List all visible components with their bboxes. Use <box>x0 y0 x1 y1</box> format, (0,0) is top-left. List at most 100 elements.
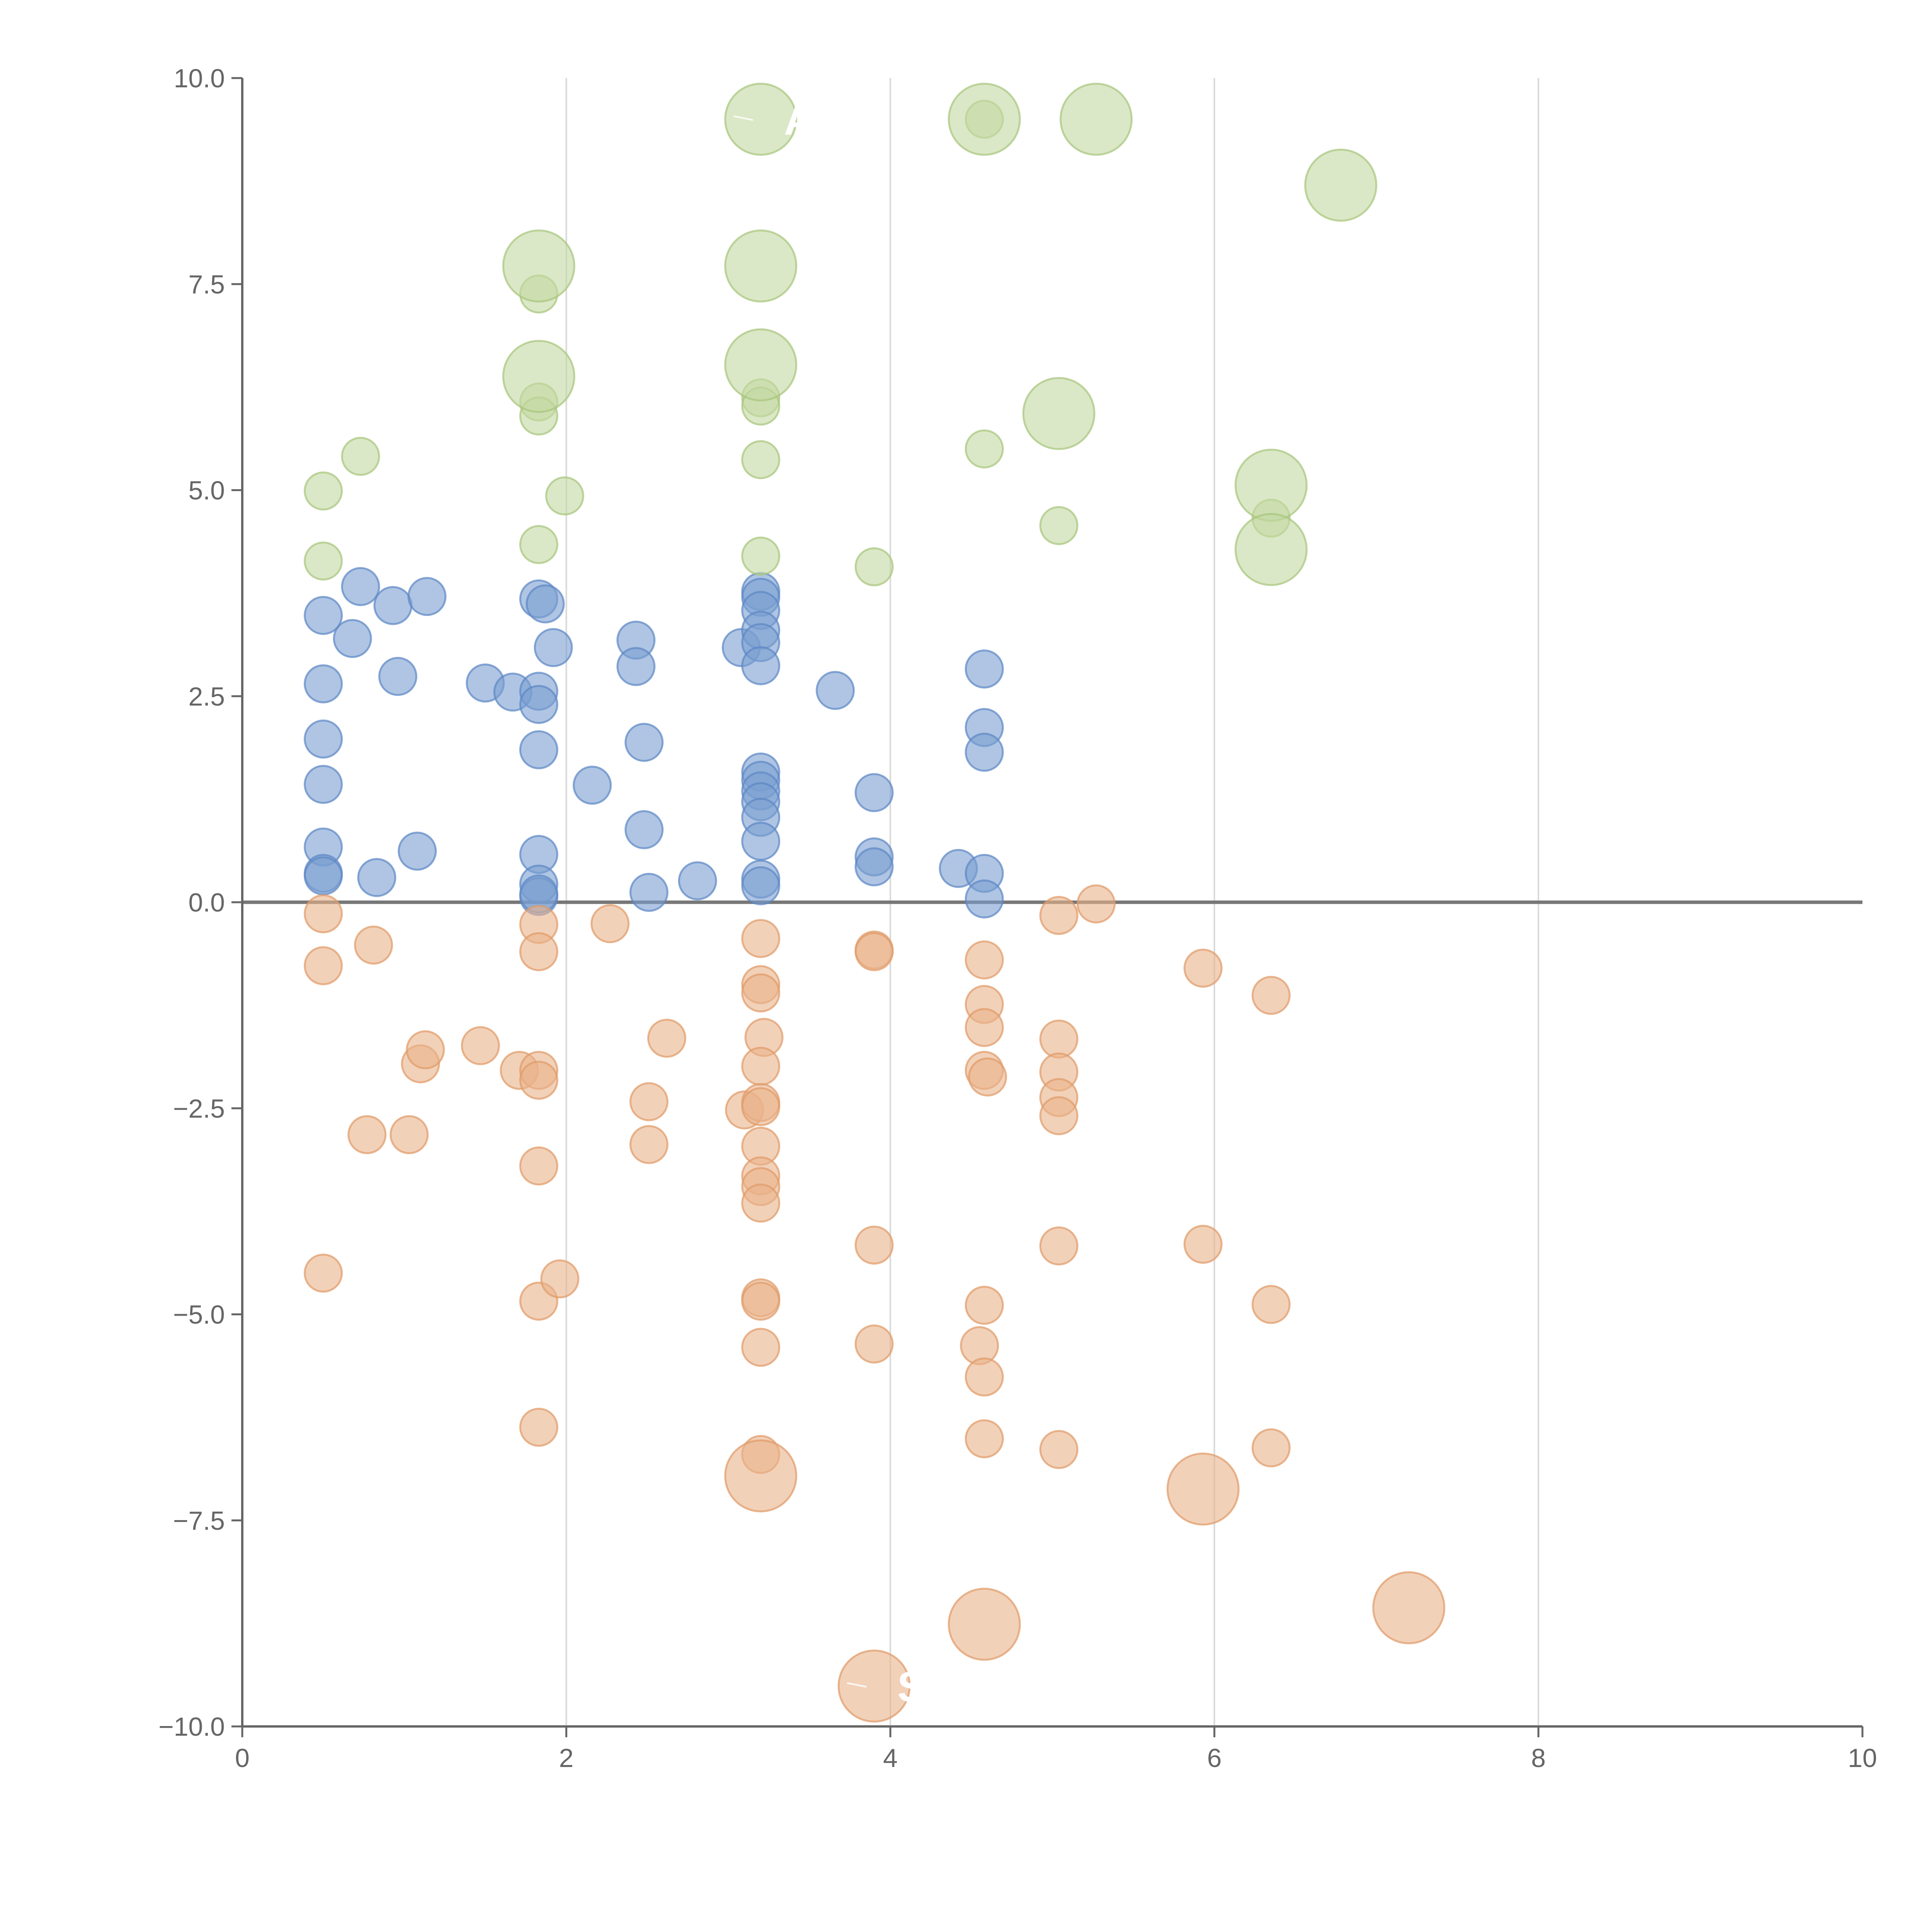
series-small-positive <box>304 567 1004 918</box>
bubble-point <box>304 664 343 704</box>
y-tick-label: 10.0 <box>174 64 225 93</box>
bubble-point <box>1039 506 1078 545</box>
x-tick-label: 8 <box>1531 1743 1546 1773</box>
bubble-point <box>624 810 664 849</box>
bubble-point <box>964 940 1004 980</box>
bubble-point <box>1039 1096 1078 1135</box>
bubble-point <box>854 1324 894 1364</box>
bubble-point <box>1077 884 1116 923</box>
bubble-point <box>502 229 575 303</box>
bubble-point <box>378 657 418 696</box>
bubble-point <box>854 1225 894 1265</box>
bubble-point <box>389 1115 429 1155</box>
bubble-point <box>964 733 1004 772</box>
bubble-point <box>398 832 437 871</box>
bubble-point <box>304 471 343 511</box>
bubble-point <box>724 1439 798 1513</box>
bubble-point <box>304 596 343 635</box>
annotation-label: A <box>784 97 815 144</box>
bubble-point <box>741 973 781 1013</box>
bubble-point <box>373 586 413 625</box>
bubble-point <box>304 541 343 581</box>
bubble-point <box>724 229 798 303</box>
bubble-point <box>519 525 558 564</box>
bubble-point <box>1304 148 1378 222</box>
bubble-point <box>1039 1019 1078 1059</box>
bubble-point <box>629 1082 668 1121</box>
bubble-point <box>540 1259 580 1299</box>
bubble-point <box>741 1087 781 1126</box>
y-tick-label: −2.5 <box>173 1094 225 1123</box>
bubble-point <box>624 723 664 762</box>
y-tick-label: −10.0 <box>158 1712 225 1742</box>
bubble-point <box>519 1061 558 1100</box>
bubble-point <box>964 649 1004 689</box>
bubble-point <box>573 765 612 805</box>
bubble-point <box>1166 1452 1240 1526</box>
series-large-bottom <box>724 1439 1446 1723</box>
bubble-point <box>1252 1285 1291 1324</box>
x-tick-label: 0 <box>235 1743 250 1773</box>
bubble-point <box>519 685 558 724</box>
bubble-point <box>1039 1430 1078 1469</box>
bubble-point <box>616 647 656 686</box>
bubble-point <box>304 894 343 934</box>
bubble-point <box>304 765 343 804</box>
bubble-point <box>519 932 558 971</box>
bubble-point <box>964 1419 1004 1459</box>
bubble-point <box>741 646 781 685</box>
y-tick-label: 7.5 <box>188 270 225 299</box>
bubble-point <box>341 567 380 606</box>
bubble-point <box>816 671 855 710</box>
bubble-point <box>678 861 717 901</box>
bubble-point <box>333 619 372 658</box>
annotation-layer: AS <box>733 97 926 1711</box>
annotation-leader <box>847 1682 867 1688</box>
bubble-point <box>519 730 558 769</box>
bubble-point <box>354 925 393 965</box>
bubble-point <box>526 584 565 624</box>
x-tick-label: 2 <box>559 1743 574 1773</box>
bubble-point <box>347 1115 387 1155</box>
bubble-point <box>545 476 584 515</box>
y-tick-label: −7.5 <box>173 1506 225 1536</box>
bubble-point <box>519 1408 558 1447</box>
x-tick-label: 10 <box>1848 1743 1877 1773</box>
bubble-point <box>407 577 447 616</box>
x-tick-label: 4 <box>883 1743 898 1773</box>
bubble-point <box>741 1184 781 1223</box>
series-large-top <box>502 83 1378 586</box>
y-tick-label: 0.0 <box>188 888 225 917</box>
bubble-point <box>741 536 781 576</box>
bubble-point <box>647 1019 687 1058</box>
bubble-point <box>341 437 380 476</box>
bubble-point <box>629 1125 668 1164</box>
bubble-point <box>968 1057 1007 1097</box>
bubble-point <box>947 1588 1021 1661</box>
bubble-point <box>947 83 1021 156</box>
bubble-point <box>304 1253 343 1293</box>
bubble-point <box>741 440 781 480</box>
bubble-point <box>304 719 343 759</box>
bubble-layer <box>304 83 1446 1723</box>
bubble-point <box>741 1281 781 1321</box>
bubble-point <box>964 1357 1004 1397</box>
bubble-point <box>854 547 894 587</box>
bubble-point <box>964 1008 1004 1047</box>
y-tick-label: 5.0 <box>188 476 225 505</box>
bubble-point <box>964 1286 1004 1325</box>
bubble-point <box>1022 377 1095 450</box>
bubble-point <box>724 328 798 401</box>
bubble-point <box>629 872 668 912</box>
bubble-point <box>1039 896 1078 935</box>
bubble-point <box>1060 83 1133 156</box>
bubble-point <box>837 1649 911 1723</box>
bubble-point <box>1183 949 1223 988</box>
bubble-point <box>1235 513 1308 586</box>
y-tick-label: −5.0 <box>173 1300 225 1330</box>
y-axis-ticks: 10.0 7.5 5.0 2.5 0.0 −2.5 −5.0 −7.5 −10.0 <box>158 64 242 1742</box>
bubble-point <box>1235 449 1308 522</box>
series-small-negative <box>304 884 1291 1474</box>
bubble-point <box>854 932 894 971</box>
